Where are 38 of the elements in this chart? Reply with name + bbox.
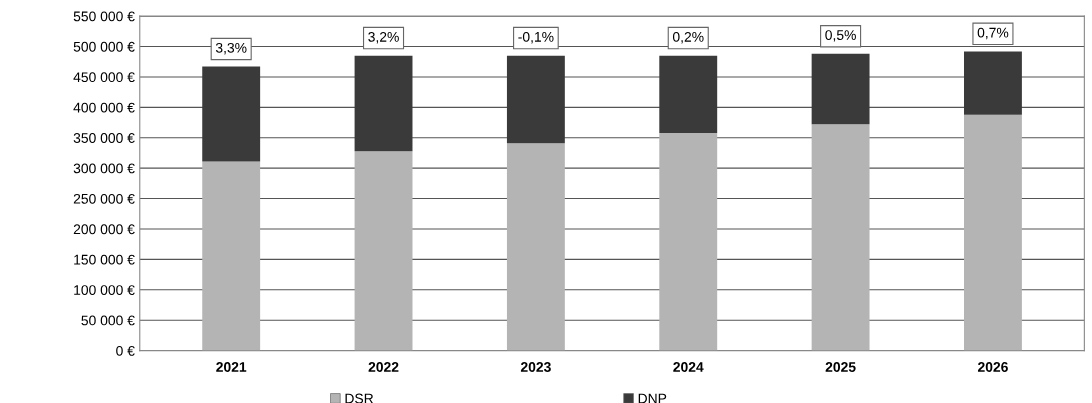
y-tick-label: 250 000 € [73,193,135,204]
x-tick-label: 2025 [825,362,856,372]
annotation: 0,7% [977,27,1009,40]
x-tick-label: 2021 [216,362,247,372]
legend-label: DSR [345,393,374,403]
annotation: 0,5% [825,30,856,42]
y-tick-label: 200 000 € [73,224,135,235]
y-tick-label: 300 000 € [73,163,135,174]
y-tick-label: 100 000 € [74,285,135,295]
x-tick-label: 2023 [520,362,551,372]
y-tick-label: 350 000 € [73,133,135,143]
bar [202,161,261,351]
bar [202,66,261,162]
bar [811,124,870,351]
y-tick-label: 150 000 € [74,254,135,265]
y-tick-label: 500 000 € [73,41,135,52]
bar [659,55,718,133]
bar [964,114,1022,351]
y-tick-label: 400 000 € [73,102,135,113]
y-tick-label: 450 000 € [73,72,135,83]
y-tick-label: 50 000 € [81,315,135,326]
bar [506,55,565,144]
y-tick-label: 0 € [116,345,135,356]
bar [354,55,413,152]
legend-label: DNP [638,393,667,403]
bar [964,51,1022,115]
bar [659,132,718,351]
bar [354,151,413,351]
annotation: 3,2% [368,31,399,44]
x-tick-label: 2024 [673,362,704,372]
annotation: 0,2% [672,31,704,44]
annotation: 3,3% [215,42,247,55]
y-tick-label: 550 000 € [73,11,135,22]
x-tick-label: 2022 [368,362,399,372]
bar [506,143,565,351]
bar [811,53,870,125]
annotation: -0,1% [518,31,554,44]
x-tick-label: 2026 [977,362,1008,372]
